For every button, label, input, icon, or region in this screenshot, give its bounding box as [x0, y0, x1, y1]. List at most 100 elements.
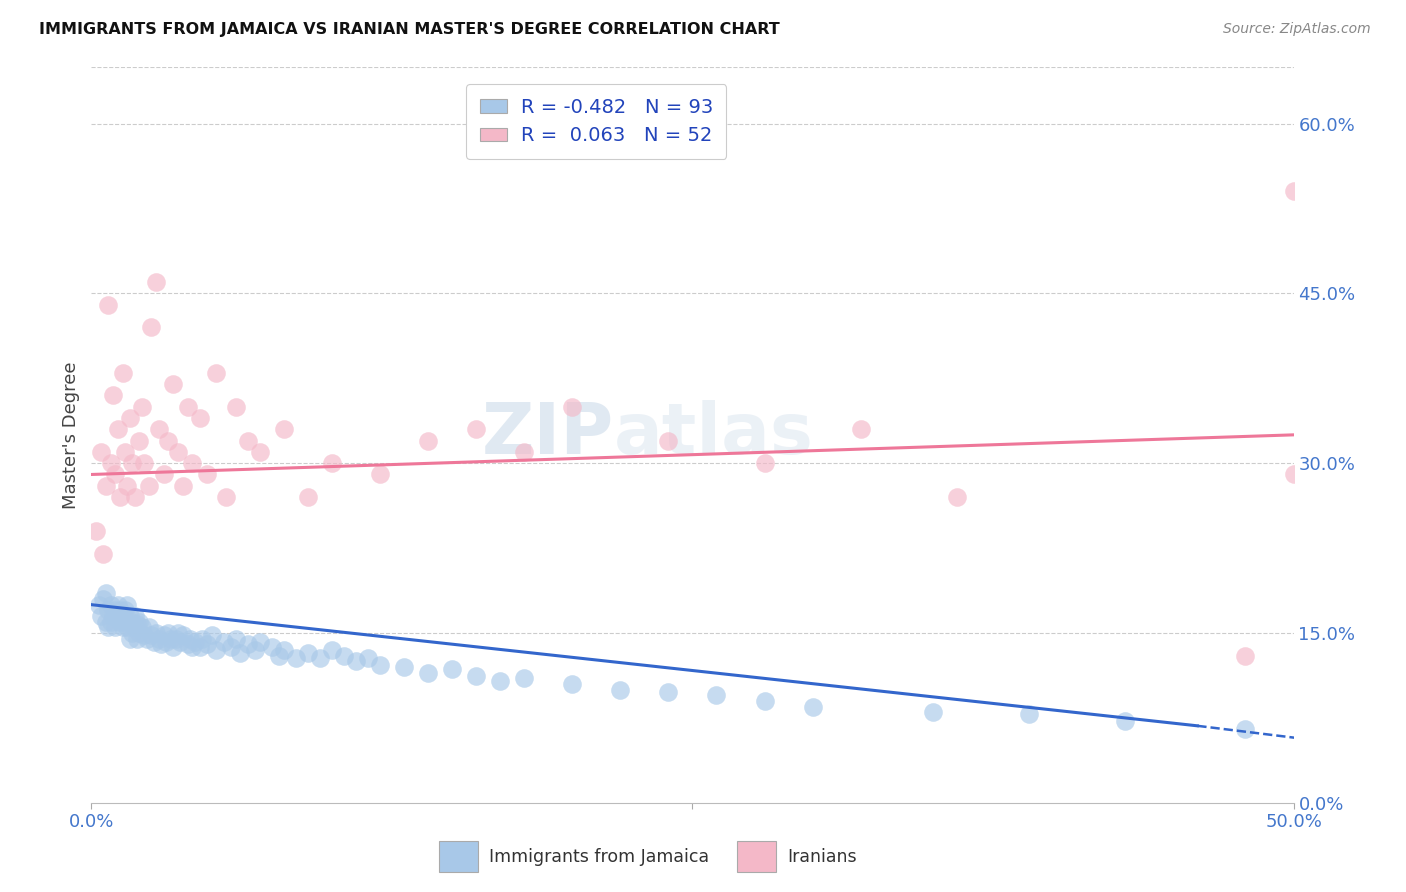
- Point: [440, 662, 463, 676]
- Point: [107, 598, 129, 612]
- Text: Source: ZipAtlas.com: Source: ZipAtlas.com: [1223, 22, 1371, 37]
- Point: [148, 632, 170, 646]
- Point: [513, 445, 536, 459]
- Point: [195, 637, 218, 651]
- Point: [297, 490, 319, 504]
- Point: [489, 673, 512, 688]
- Point: [169, 635, 191, 649]
- Text: Iranians: Iranians: [787, 847, 858, 866]
- Point: [145, 275, 167, 289]
- Point: [94, 586, 117, 600]
- Point: [561, 400, 583, 414]
- Point: [165, 632, 187, 646]
- Point: [110, 615, 132, 629]
- Point: [111, 620, 134, 634]
- Point: [205, 643, 228, 657]
- Point: [141, 320, 163, 334]
- Point: [1282, 185, 1305, 199]
- Point: [225, 400, 247, 414]
- Point: [297, 646, 319, 660]
- Point: [167, 445, 190, 459]
- Point: [121, 626, 143, 640]
- Point: [321, 456, 343, 470]
- Point: [191, 632, 214, 646]
- Point: [124, 620, 146, 634]
- Point: [188, 640, 211, 654]
- Point: [946, 490, 969, 504]
- Point: [657, 434, 679, 448]
- Point: [176, 400, 198, 414]
- Point: [97, 603, 120, 617]
- Point: [125, 632, 148, 646]
- Point: [229, 646, 252, 660]
- Point: [94, 479, 117, 493]
- Point: [100, 456, 122, 470]
- Point: [922, 705, 945, 719]
- Point: [162, 376, 184, 391]
- Text: ZIP: ZIP: [482, 401, 614, 469]
- Point: [128, 615, 150, 629]
- Point: [465, 669, 488, 683]
- Point: [201, 628, 224, 642]
- Point: [1282, 467, 1305, 482]
- Point: [184, 635, 207, 649]
- Point: [513, 671, 536, 685]
- Text: atlas: atlas: [614, 401, 814, 469]
- Point: [97, 298, 120, 312]
- Point: [134, 628, 156, 642]
- Point: [162, 640, 184, 654]
- Point: [131, 400, 153, 414]
- Point: [117, 620, 139, 634]
- Text: Immigrants from Jamaica: Immigrants from Jamaica: [489, 847, 710, 866]
- Point: [273, 643, 295, 657]
- Point: [107, 609, 129, 624]
- Point: [131, 620, 153, 634]
- Point: [114, 615, 136, 629]
- Point: [94, 615, 117, 629]
- Point: [100, 598, 122, 612]
- Point: [142, 635, 165, 649]
- Point: [267, 648, 290, 663]
- Point: [1018, 707, 1040, 722]
- Point: [104, 467, 127, 482]
- Point: [104, 603, 127, 617]
- Point: [225, 632, 247, 646]
- Point: [657, 685, 679, 699]
- Point: [152, 628, 174, 642]
- FancyBboxPatch shape: [439, 841, 478, 872]
- Point: [609, 682, 631, 697]
- Point: [1234, 723, 1257, 737]
- Point: [155, 635, 177, 649]
- Point: [205, 366, 228, 380]
- Point: [212, 635, 235, 649]
- Point: [236, 434, 259, 448]
- Point: [368, 467, 391, 482]
- Point: [416, 434, 439, 448]
- Point: [138, 620, 160, 634]
- Point: [124, 490, 146, 504]
- Point: [188, 410, 211, 425]
- Point: [392, 660, 415, 674]
- Point: [114, 603, 136, 617]
- Point: [90, 609, 112, 624]
- Point: [107, 422, 129, 436]
- Point: [141, 628, 163, 642]
- Point: [124, 609, 146, 624]
- Point: [84, 524, 107, 538]
- Point: [118, 410, 141, 425]
- Point: [172, 628, 194, 642]
- Point: [134, 456, 156, 470]
- Point: [249, 635, 271, 649]
- Point: [215, 490, 238, 504]
- Point: [561, 677, 583, 691]
- Point: [357, 651, 380, 665]
- Point: [181, 456, 204, 470]
- Point: [90, 445, 112, 459]
- Point: [465, 422, 488, 436]
- Point: [101, 609, 124, 624]
- Point: [152, 467, 174, 482]
- Legend: R = -0.482   N = 93, R =  0.063   N = 52: R = -0.482 N = 93, R = 0.063 N = 52: [467, 84, 727, 159]
- Point: [179, 632, 201, 646]
- Point: [219, 640, 242, 654]
- Point: [249, 445, 271, 459]
